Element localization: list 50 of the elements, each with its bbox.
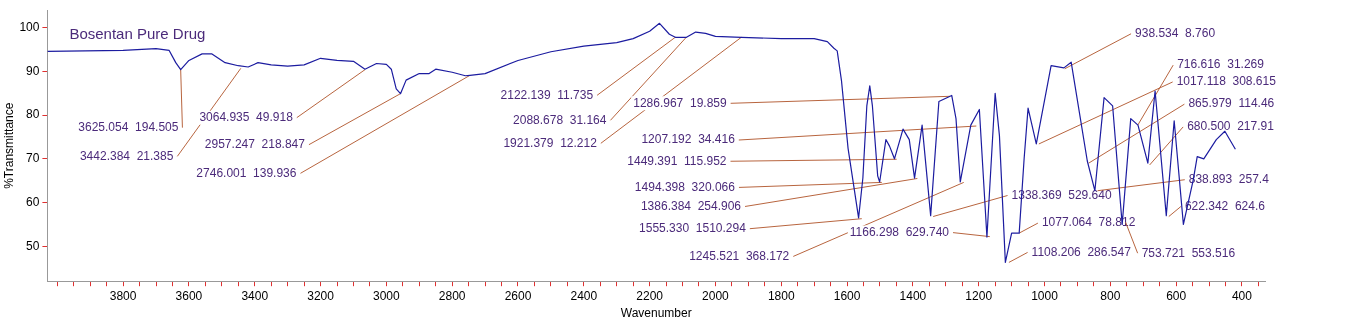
annotation: 1017.118 308.615 (1176, 74, 1277, 89)
annotation: 1286.967 19.859 (633, 95, 727, 110)
x-tick-label: 2600 (504, 288, 532, 303)
x-tick-label: 3000 (373, 288, 401, 303)
annotation: 3064.935 49.918 (199, 109, 294, 124)
annotation: 1108.206 286.547 (1031, 244, 1132, 259)
x-tick-label: 1600 (833, 288, 861, 303)
x-tick-label: 2800 (438, 288, 466, 303)
x-tick-label: 1800 (767, 288, 795, 303)
y-axis-title: %Transmittance (1, 102, 16, 189)
x-tick-label: 400 (1231, 288, 1253, 303)
text: Bosentan Pure Drug (69, 25, 206, 43)
x-tick-label: 3200 (307, 288, 335, 303)
y-tick-label: 50 (26, 238, 40, 253)
annotation: 1449.391 115.952 (627, 153, 727, 168)
x-tick-label: 3400 (241, 288, 269, 303)
annotation: 1245.521 368.172 (689, 248, 790, 263)
x-axis-title: Wavenumber (620, 306, 692, 321)
y-tick-label: 90 (26, 63, 40, 78)
x-tick-label: 3800 (109, 288, 137, 303)
x-tick-label: 3600 (175, 288, 203, 303)
x-tick-label: 2400 (570, 288, 598, 303)
annotation: 1555.330 1510.294 (639, 221, 747, 236)
annotation: 865.979 114.46 (1188, 96, 1275, 111)
annotation: 2122.139 11.735 (500, 87, 594, 102)
annotation: 753.721 553.516 (1141, 245, 1236, 260)
annotation: 2957.247 218.847 (204, 137, 306, 151)
annotation: 1386.384 254.906 (640, 198, 742, 213)
x-tick-label: 1000 (1031, 288, 1059, 303)
y-tick-label: 60 (26, 194, 40, 209)
annotation: 1166.298 629.740 (849, 224, 950, 239)
annotation: 716.616 31.269 (1177, 57, 1265, 72)
annotation: 3625.054 194.505 (78, 119, 179, 134)
y-tick-label: 100 (19, 20, 40, 34)
x-tick-label: 800 (1100, 288, 1121, 303)
annotation: 1921.379 12.212 (503, 135, 598, 150)
x-tick-label: 600 (1166, 288, 1187, 303)
y-tick-label: 70 (26, 151, 40, 166)
annotation: 938.534 8.760 (1135, 26, 1216, 41)
x-tick-label: 1400 (899, 288, 927, 303)
x-tick-label: 1200 (965, 288, 993, 303)
y-tick-label: 80 (26, 107, 40, 122)
annotation: 2088.678 31.164 (513, 112, 607, 127)
annotation: 3442.384 21.385 (79, 148, 174, 163)
x-tick-label: 2200 (636, 288, 664, 303)
annotation: 1494.398 320.066 (634, 179, 736, 194)
annotation: 2746.001 139.936 (196, 165, 297, 180)
x-tick-label: 2000 (702, 288, 730, 303)
annotation: 680.500 217.91 (1187, 119, 1275, 134)
annotation: 1207.192 34.416 (641, 132, 736, 147)
